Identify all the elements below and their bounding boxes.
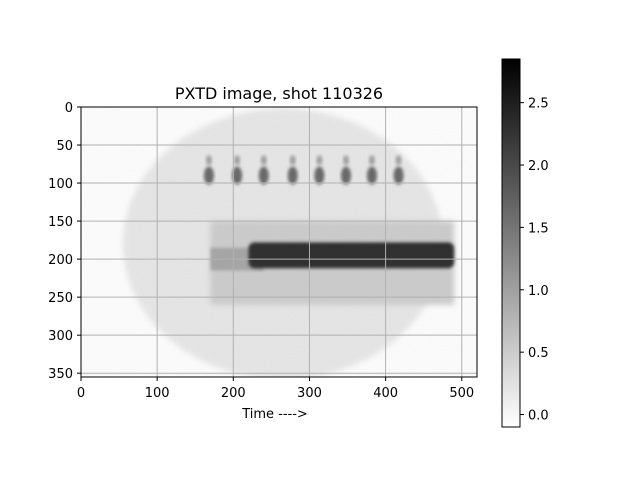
colorbar-gradient	[501, 58, 521, 428]
plot-area	[80, 106, 478, 378]
x-tick-label: 500	[449, 386, 474, 401]
y-tick-label: 150	[48, 215, 73, 230]
y-tick-label: 100	[48, 177, 73, 192]
colorbar-tick-label: 0.5	[528, 346, 549, 361]
chart-title: PXTD image, shot 110326	[175, 84, 383, 103]
y-tick-label: 0	[65, 101, 73, 116]
y-axis: 0 50 100 150 200 250 300 350	[48, 101, 81, 382]
x-tick-label: 200	[221, 386, 246, 401]
x-tick-label: 300	[297, 386, 322, 401]
y-tick-label: 300	[48, 329, 73, 344]
y-tick-label: 200	[48, 253, 73, 268]
colorbar-tick-label: 0.0	[528, 409, 549, 424]
heatmap-image	[81, 107, 477, 377]
colorbar-tick-label: 1.5	[528, 221, 549, 236]
x-tick-label: 100	[145, 386, 170, 401]
colorbar-tick-label: 1.0	[528, 284, 549, 299]
image-noise	[81, 107, 477, 377]
x-tick-label: 400	[373, 386, 398, 401]
y-tick-label: 250	[48, 291, 73, 306]
x-axis-label: Time ---->	[241, 407, 308, 422]
colorbar-ticks: 0.0 0.5 1.0 1.5 2.0 2.5	[520, 97, 549, 424]
x-axis: 0 100 200 300 400 500	[77, 377, 474, 401]
y-tick-label: 50	[56, 139, 73, 154]
x-tick-label: 0	[77, 386, 85, 401]
plot-frame	[80, 106, 478, 378]
colorbar-tick-label: 2.0	[528, 159, 549, 174]
colorbar-tick-label: 2.5	[528, 97, 549, 112]
y-tick-label: 350	[48, 367, 73, 382]
colorbar: 0.0 0.5 1.0 1.5 2.0 2.5	[501, 58, 549, 428]
